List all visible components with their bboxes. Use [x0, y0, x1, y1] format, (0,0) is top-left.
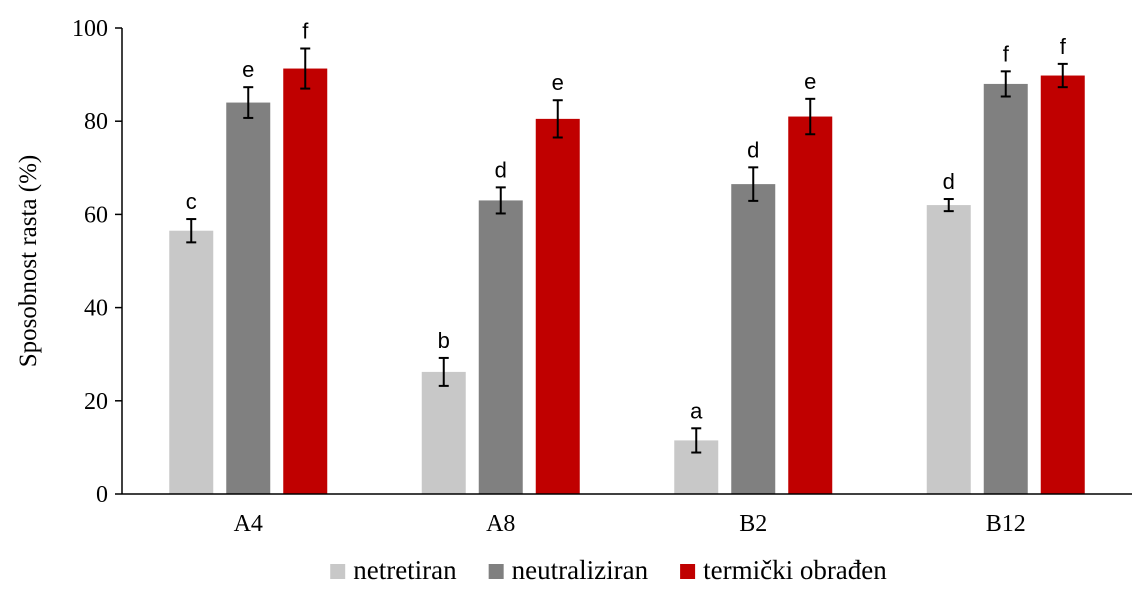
significance-label-A8-netretiran: b — [438, 328, 450, 353]
bar-A4-termički obrađen — [283, 68, 328, 495]
legend-label-neutraliziran: neutraliziran — [512, 555, 649, 585]
significance-label-B2-netretiran: a — [690, 398, 703, 423]
y-tick-label-40: 40 — [84, 296, 108, 322]
legend-item-netretiran: netretiran — [330, 555, 457, 585]
bar-B12-netretiran — [926, 205, 971, 494]
significance-label-B12-termički obrađen: f — [1060, 34, 1067, 59]
significance-label-A4-neutraliziran: e — [242, 57, 254, 82]
legend-item-termički obrađen: termički obrađen — [680, 555, 887, 585]
bars-layer — [169, 68, 1085, 495]
bar-A8-neutraliziran — [478, 200, 523, 495]
legend-label-netretiran: netretiran — [353, 555, 457, 585]
x-tick-label-B2: B2 — [739, 511, 767, 537]
significance-label-B12-netretiran: d — [943, 169, 955, 194]
legend-swatch-netretiran — [330, 564, 346, 579]
bar-B12-neutraliziran — [983, 83, 1028, 495]
significance-label-B12-neutraliziran: f — [1003, 41, 1010, 66]
bar-A8-termički obrađen — [535, 118, 580, 495]
y-axis-title: Sposobnost rasta (%) — [15, 155, 42, 367]
error-bars-layer — [186, 47, 1068, 454]
legend-swatch-neutraliziran — [488, 564, 504, 579]
significance-label-B2-termički obrađen: e — [804, 69, 816, 94]
bar-B2-termički obrađen — [788, 116, 833, 494]
significance-label-A8-neutraliziran: d — [495, 157, 507, 182]
y-tick-label-80: 80 — [84, 109, 108, 135]
x-tick-label-A4: A4 — [234, 511, 263, 537]
legend-swatch-termički obrađen — [680, 564, 696, 579]
y-tick-label-100: 100 — [72, 16, 108, 42]
x-tick-label-A8: A8 — [486, 511, 515, 537]
legend-item-neutraliziran: neutraliziran — [488, 555, 649, 585]
significance-label-B2-neutraliziran: d — [747, 137, 759, 162]
significance-label-A8-termički obrađen: e — [552, 70, 564, 95]
significance-label-A4-netretiran: c — [186, 189, 197, 214]
x-tick-label-B12: B12 — [986, 511, 1026, 537]
bar-A4-netretiran — [169, 230, 214, 494]
legend: netretiran neutraliziran termički obrađen — [330, 555, 887, 585]
legend-label-termički obrađen: termički obrađen — [703, 555, 887, 585]
y-tick-label-60: 60 — [84, 202, 108, 228]
bar-A8-netretiran — [421, 371, 466, 494]
bar-B12-termički obrađen — [1040, 75, 1085, 495]
significance-labels-layer: c e f b d e a d e d f f — [186, 19, 1067, 424]
y-tick-label-0: 0 — [96, 482, 108, 508]
bar-B2-neutraliziran — [731, 184, 776, 495]
significance-label-A4-termički obrađen: f — [302, 19, 309, 44]
y-tick-label-20: 20 — [84, 389, 108, 415]
bar-A4-neutraliziran — [226, 102, 271, 494]
axes-layer: A4 A8 B2 B12 0 20 40 60 80 100 — [72, 16, 1132, 537]
